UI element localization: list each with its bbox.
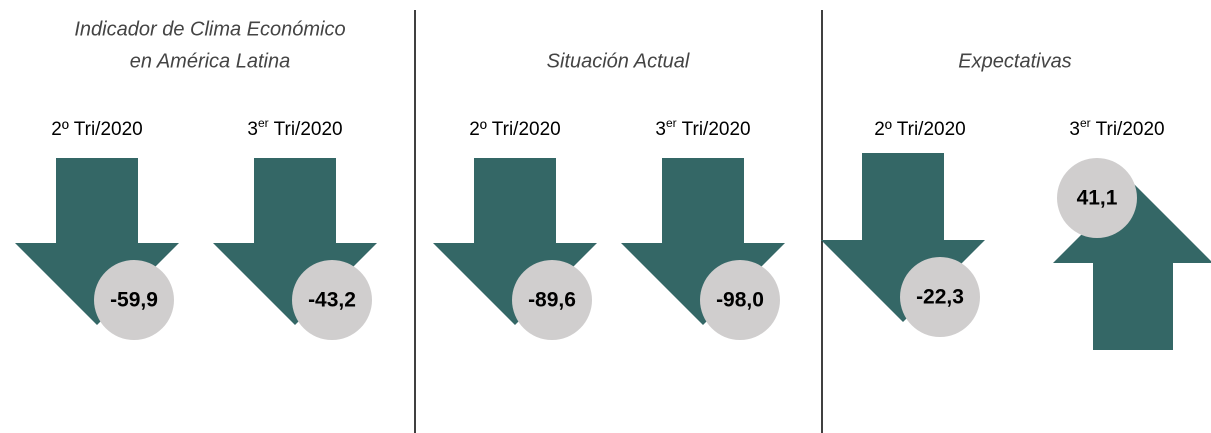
period-label: 3er Tri/2020	[1069, 116, 1164, 140]
period-label-part: Tri/2020	[1091, 119, 1165, 140]
value-badge	[94, 260, 174, 340]
period-label-part: 2º Tri/2020	[51, 119, 142, 140]
period-label-part: 2º Tri/2020	[874, 119, 965, 140]
value-badge	[700, 260, 780, 340]
panel-title: Situación Actual	[547, 50, 690, 72]
value-label: -22,3	[916, 286, 964, 309]
period-label: 3er Tri/2020	[247, 116, 342, 140]
period-label-part: 2º Tri/2020	[469, 119, 560, 140]
panel-title: Indicador de Clima Económico	[74, 18, 345, 40]
period-label-part: Tri/2020	[677, 119, 751, 140]
value-label: -59,9	[110, 289, 158, 312]
period-label-part: Tri/2020	[269, 119, 343, 140]
period-label: 3er Tri/2020	[655, 116, 750, 140]
period-label-part: er	[258, 116, 269, 130]
value-label: -43,2	[308, 289, 356, 312]
value-badge	[512, 260, 592, 340]
panel-title: en América Latina	[130, 50, 290, 72]
value-badge	[900, 257, 980, 337]
period-label-part: 3	[1069, 119, 1080, 140]
period-label: 2º Tri/2020	[51, 119, 142, 140]
period-label: 2º Tri/2020	[874, 119, 965, 140]
period-label: 2º Tri/2020	[469, 119, 560, 140]
period-label-part: 3	[655, 119, 666, 140]
value-badge	[292, 260, 372, 340]
value-label: -89,6	[528, 289, 576, 312]
period-label-part: er	[666, 116, 677, 130]
value-label: -98,0	[716, 289, 764, 312]
panel-title: Expectativas	[958, 50, 1071, 72]
period-label-part: 3	[247, 119, 258, 140]
value-label: 41,1	[1077, 187, 1118, 210]
period-label-part: er	[1080, 116, 1091, 130]
value-badge	[1057, 158, 1137, 238]
